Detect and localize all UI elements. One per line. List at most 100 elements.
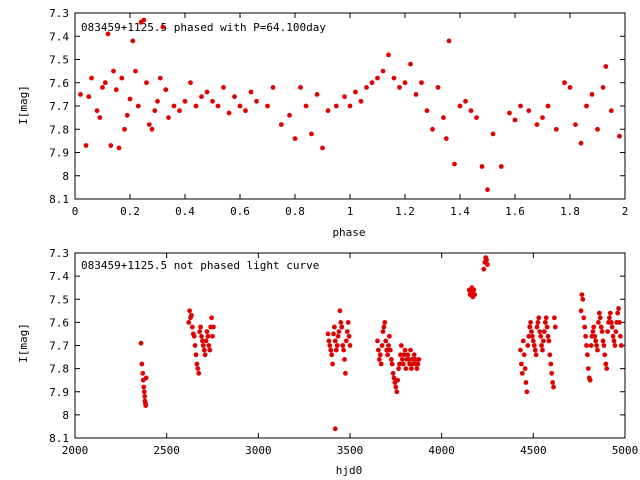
data-point <box>416 357 422 362</box>
data-point <box>541 338 546 344</box>
data-point <box>527 324 533 330</box>
data-point <box>597 315 603 321</box>
data-point <box>193 352 199 358</box>
x-tick-label: 3000 <box>245 444 272 457</box>
data-point <box>303 103 309 109</box>
data-point <box>608 108 614 114</box>
y-tick-label: 7.9 <box>49 147 69 160</box>
data-point <box>403 366 409 371</box>
data-point <box>524 389 530 395</box>
data-point <box>330 361 335 367</box>
data-point <box>595 126 600 132</box>
data-point <box>472 292 478 297</box>
data-point <box>399 357 405 362</box>
data-point <box>413 92 419 97</box>
y-tick-label: 7.6 <box>49 316 69 329</box>
data-point <box>589 92 595 97</box>
data-point <box>314 92 320 97</box>
data-point <box>188 80 193 86</box>
data-point <box>387 347 393 353</box>
data-point <box>547 352 553 358</box>
data-point <box>398 343 404 348</box>
data-point <box>603 64 609 69</box>
x-tick-label: 2500 <box>153 444 180 457</box>
data-point <box>578 308 584 314</box>
data-point <box>391 75 397 81</box>
data-point <box>346 333 352 339</box>
data-point <box>341 347 346 353</box>
data-point <box>522 366 528 371</box>
data-point <box>209 315 215 321</box>
data-point <box>204 89 210 95</box>
data-point <box>336 329 342 334</box>
data-point <box>187 308 193 314</box>
data-point <box>537 329 543 334</box>
x-tick-label: 1.4 <box>450 205 470 218</box>
y-tick-label: 7.7 <box>49 340 69 353</box>
data-point <box>490 131 496 137</box>
x-tick-label: 0.4 <box>175 205 195 218</box>
data-point <box>105 31 111 37</box>
data-point <box>441 115 446 120</box>
data-point <box>86 94 92 100</box>
data-point <box>254 98 259 104</box>
data-point <box>375 75 380 81</box>
data-point <box>376 357 382 362</box>
data-point <box>544 324 550 330</box>
data-point <box>540 347 545 353</box>
data-point <box>100 85 105 90</box>
data-point <box>540 115 545 120</box>
data-point <box>203 338 209 344</box>
data-point <box>237 103 243 109</box>
data-point <box>541 329 547 334</box>
data-point <box>182 98 188 104</box>
data-point <box>113 87 119 93</box>
data-point <box>471 287 477 293</box>
x-tick-label: 4000 <box>428 444 455 457</box>
x-tick-label: 0 <box>72 205 79 218</box>
data-point <box>206 343 212 348</box>
data-point <box>157 75 163 81</box>
data-point <box>526 108 532 114</box>
data-point <box>124 112 130 118</box>
data-point <box>389 361 395 367</box>
data-point <box>292 136 298 142</box>
data-point <box>196 370 202 376</box>
data-point <box>617 320 622 325</box>
data-point <box>83 143 89 148</box>
data-point <box>133 68 138 74</box>
data-point <box>139 361 145 367</box>
unphased-light-curve-panel: 083459+1125.5 not phased light curve hjd… <box>17 247 638 477</box>
data-point <box>377 352 383 358</box>
data-point <box>534 122 540 127</box>
data-point <box>298 85 303 90</box>
data-point <box>186 320 192 325</box>
data-point <box>526 333 532 339</box>
data-point <box>141 384 147 390</box>
data-point <box>111 68 116 74</box>
data-point <box>160 24 166 30</box>
data-point <box>326 338 332 344</box>
data-point <box>205 333 211 339</box>
data-point <box>325 331 331 337</box>
data-point <box>552 315 557 321</box>
data-point <box>378 361 384 367</box>
data-point <box>398 352 403 358</box>
data-point <box>545 103 551 109</box>
data-point <box>333 103 339 109</box>
data-point <box>546 338 552 344</box>
data-point <box>379 343 385 348</box>
data-point <box>593 338 599 344</box>
data-point <box>550 380 555 385</box>
data-point <box>384 347 390 353</box>
data-point <box>387 333 392 339</box>
data-point <box>278 122 284 127</box>
x-tick-label: 1 <box>347 205 354 218</box>
data-point <box>481 266 487 272</box>
data-point <box>591 324 597 330</box>
data-point <box>401 352 407 358</box>
data-point <box>584 103 589 109</box>
data-point <box>596 320 601 325</box>
data-point <box>412 357 418 362</box>
data-point <box>545 333 551 339</box>
